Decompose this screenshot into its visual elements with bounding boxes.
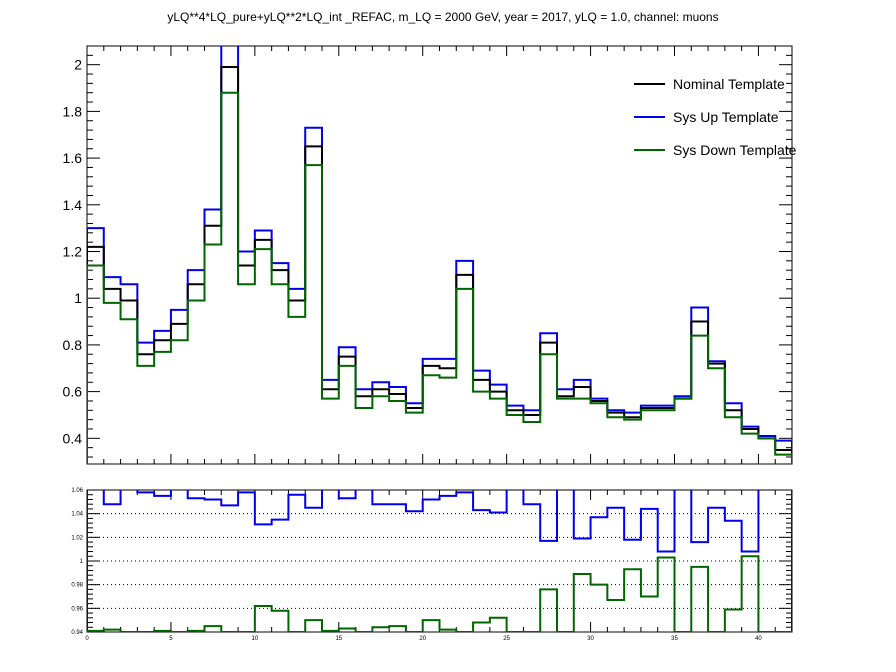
ratio-line-0 — [87, 490, 792, 632]
chart-title: yLQ**4*LQ_pure+yLQ**2*LQ_int _REFAC, m_L… — [167, 10, 718, 24]
y-tick-label: 0.4 — [63, 430, 83, 446]
y-tick-label: 2 — [74, 57, 82, 73]
x-tick-label: 10 — [252, 636, 259, 642]
y-tick-label: 0.96 — [71, 606, 83, 612]
y-tick-label: 1 — [74, 290, 82, 306]
y-tick-label: 1.8 — [63, 103, 83, 119]
x-tick-label: 15 — [335, 636, 342, 642]
y-tick-label: 0.98 — [71, 583, 83, 589]
y-tick-label: 0.6 — [63, 384, 83, 400]
y-tick-label: 1 — [80, 559, 84, 565]
x-tick-label: 0 — [85, 636, 89, 642]
series-line-2 — [87, 91, 792, 464]
ratio-line-1 — [87, 555, 792, 632]
y-tick-label: 1.2 — [63, 243, 83, 259]
top-panel: 0.4 0.6 0.8 1 1.2 1.4 1.6 1.8 2 Nominal Template S… — [63, 45, 797, 465]
ratio-panel: 0.94 0.96 0.98 1 1.02 1.04 1.06 0 5 10 15 20 25 30 35 4… — [71, 488, 793, 642]
x-tick-label: 40 — [755, 636, 762, 642]
legend: Nominal Template Sys Up Template Sys Down … — [634, 76, 797, 158]
x-tick-label: 25 — [503, 636, 510, 642]
y-tick-label: 1.4 — [63, 197, 83, 213]
x-tick-label: 30 — [587, 636, 594, 642]
x-tick-label: 20 — [419, 636, 426, 642]
legend-label: Sys Up Template — [673, 109, 779, 125]
y-tick-label: 1.04 — [71, 512, 83, 518]
y-tick-label: 1.06 — [71, 488, 83, 494]
series-line-1 — [87, 46, 792, 464]
x-tick-label: 5 — [169, 636, 173, 642]
y-tick-label: 0.94 — [71, 630, 83, 636]
legend-label: Sys Down Template — [673, 142, 797, 158]
legend-label: Nominal Template — [673, 76, 785, 92]
y-tick-label: 1.02 — [71, 535, 83, 541]
y-tick-label: 1.6 — [63, 150, 83, 166]
series-line-0 — [87, 66, 792, 464]
y-tick-label: 0.8 — [63, 337, 83, 353]
x-tick-label: 35 — [671, 636, 678, 642]
